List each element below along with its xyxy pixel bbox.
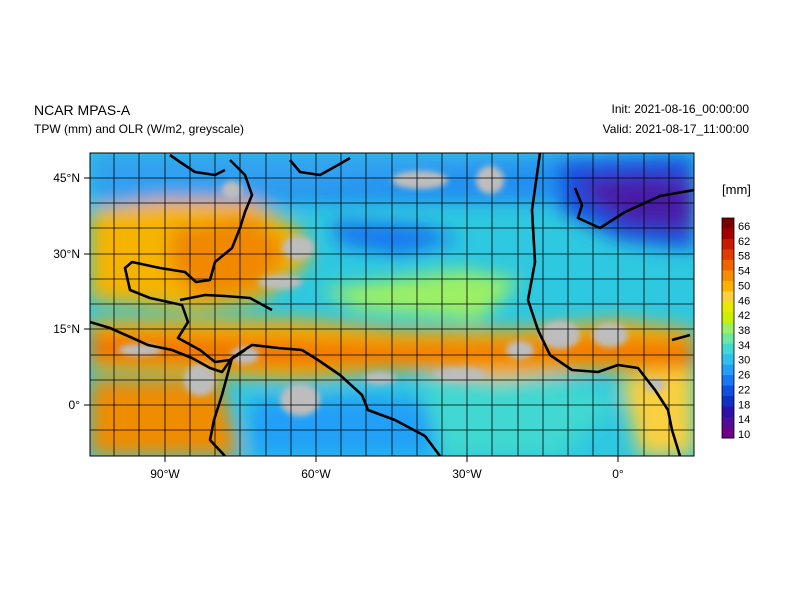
x-tick-0: 0° [612, 467, 624, 481]
map-frame [89, 152, 695, 457]
colorbar-unit: [mm] [722, 182, 751, 197]
colorbar-swatch [722, 312, 734, 324]
colorbar-swatch [722, 280, 734, 292]
colorbar-label: 22 [738, 384, 750, 396]
colorbar-label: 50 [738, 280, 750, 292]
model-title: NCAR MPAS-A [34, 102, 131, 118]
colorbar-swatch [722, 291, 734, 303]
x-tick-30w: 30°W [452, 467, 482, 481]
colorbar-swatch [722, 301, 734, 313]
x-tick-90w: 90°W [150, 467, 180, 481]
colorbar-swatch [722, 259, 734, 271]
colorbar-label: 62 [738, 236, 750, 248]
colorbar-label: 30 [738, 355, 750, 367]
colorbar-label: 14 [738, 414, 750, 426]
colorbar-label: 18 [738, 399, 750, 411]
colorbar-swatch [722, 322, 734, 334]
colorbar-label: 66 [738, 221, 750, 233]
colorbar-swatch [722, 375, 734, 387]
colorbar [721, 217, 735, 439]
colorbar-swatch [722, 238, 734, 250]
x-tick-60w: 60°W [301, 467, 331, 481]
colorbar-swatch [722, 333, 734, 345]
colorbar-swatch [722, 249, 734, 261]
init-time: Init: 2021-08-16_00:00:00 [611, 102, 749, 116]
colorbar-label: 10 [738, 429, 750, 441]
colorbar-swatch [722, 385, 734, 397]
olr-clouds [118, 166, 665, 416]
y-tick-45n: 45°N [53, 171, 80, 185]
coastlines [90, 153, 694, 456]
colorbar-frame [721, 217, 735, 439]
colorbar-swatch [722, 364, 734, 376]
colorbar-swatch [722, 218, 734, 229]
y-tick-0: 0° [69, 398, 81, 412]
map-panel [90, 153, 694, 456]
colorbar-swatch [722, 228, 734, 240]
colorbar-swatch [722, 427, 734, 439]
colorbar-swatch [722, 396, 734, 408]
colorbar-swatch [722, 343, 734, 355]
colorbar-label: 58 [738, 251, 750, 263]
colorbar-swatch [722, 354, 734, 366]
colorbar-label: 54 [738, 266, 750, 278]
axis-ticks [84, 177, 619, 462]
graticule [90, 153, 694, 456]
colorbar-labels: 66 62 58 54 50 46 42 38 34 30 26 22 18 14 10 [738, 221, 750, 441]
colorbar-label: 26 [738, 370, 750, 382]
colorbar-label: 42 [738, 310, 750, 322]
field-description: TPW (mm) and OLR (W/m2, greyscale) [34, 122, 245, 136]
colorbar-swatch [722, 417, 734, 429]
y-tick-15n: 15°N [53, 322, 80, 336]
colorbar-label: 46 [738, 295, 750, 307]
colorbar-label: 34 [738, 340, 750, 352]
colorbar-swatch [722, 270, 734, 282]
colorbar-label: 38 [738, 325, 750, 337]
y-tick-30n: 30°N [53, 247, 80, 261]
colorbar-swatch [722, 406, 734, 418]
valid-time: Valid: 2021-08-17_11:00:00 [602, 122, 749, 136]
